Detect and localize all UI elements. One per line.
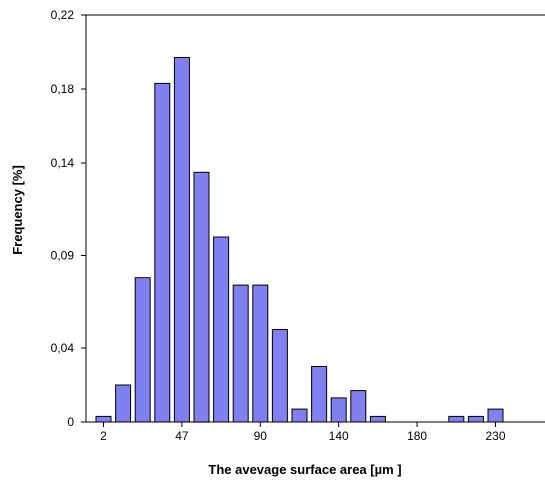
x-ticks-group: 2 47 90 140 180 230 bbox=[100, 422, 506, 443]
histogram-bar bbox=[350, 390, 367, 423]
x-tick-label: 180 bbox=[407, 429, 427, 443]
histogram-bar bbox=[95, 415, 112, 423]
y-tick-label: 0,14 bbox=[51, 156, 75, 170]
y-tick-label: 0,18 bbox=[51, 82, 75, 96]
histogram-bar bbox=[487, 408, 504, 423]
y-tick-label: 0 bbox=[67, 415, 74, 429]
histogram-bar bbox=[193, 171, 210, 423]
x-tick-label: 90 bbox=[254, 429, 268, 443]
x-tick-label: 230 bbox=[485, 429, 505, 443]
histogram-bar bbox=[115, 384, 132, 423]
y-ticks-group: 0 0,04 0,09 0,14 0,18 0,22 bbox=[51, 8, 86, 429]
y-tick-label: 0,04 bbox=[51, 341, 75, 355]
histogram-bar bbox=[291, 408, 308, 423]
histogram-bar bbox=[467, 415, 484, 423]
x-tick-label: 47 bbox=[175, 429, 189, 443]
histogram-bar bbox=[252, 284, 269, 423]
histogram-bar bbox=[213, 236, 230, 423]
x-tick-label: 2 bbox=[100, 429, 107, 443]
y-axis-title: Frequency [%] bbox=[10, 165, 25, 255]
histogram-bar bbox=[154, 82, 171, 423]
histogram-bar bbox=[448, 415, 465, 423]
bars-group bbox=[95, 57, 504, 423]
x-axis-title: The avevage surface area [µm ] bbox=[208, 462, 401, 477]
histogram-bar bbox=[369, 415, 386, 423]
histogram-bar bbox=[232, 284, 249, 423]
histogram-bar bbox=[330, 397, 347, 423]
histogram-bar bbox=[311, 366, 328, 423]
histogram-bar bbox=[271, 329, 288, 423]
histogram-bar bbox=[173, 57, 190, 423]
y-tick-label: 0,09 bbox=[51, 249, 75, 263]
histogram-bar bbox=[134, 277, 151, 423]
x-tick-label: 140 bbox=[329, 429, 349, 443]
y-tick-label: 0,22 bbox=[51, 8, 75, 22]
